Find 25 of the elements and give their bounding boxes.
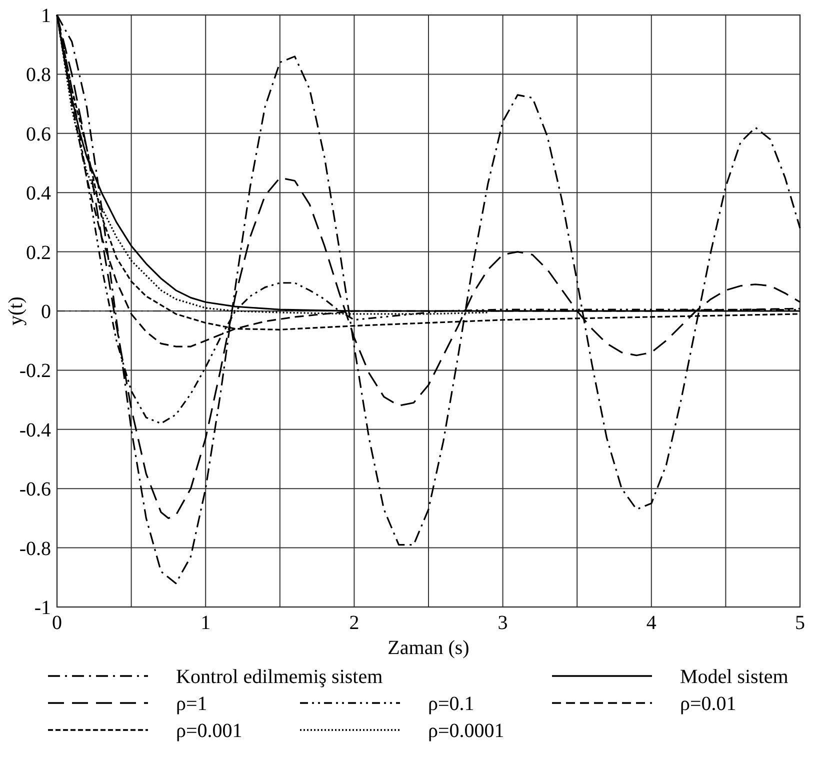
x-axis-title: Zaman (s) [388,637,470,659]
legend-label: Model sistem [680,666,789,688]
y-tick-label: -0.2 [19,360,51,382]
x-tick-label: 2 [349,612,360,634]
x-tick-label: 4 [646,612,656,634]
y-tick-label: -0.4 [19,419,51,442]
x-tick-label: 1 [200,612,211,634]
legend-label: ρ=0.01 [680,693,736,715]
y-tick-label: -1 [34,597,51,619]
y-tick-label: 0.6 [26,123,51,146]
y-tick-label: 1 [41,5,51,27]
y-tick-label: -0.6 [19,478,51,501]
x-tick-label: 5 [795,612,805,634]
y-tick-label: 0.8 [26,64,51,86]
x-tick-label: 3 [498,612,508,634]
legend-label: ρ=0.1 [428,693,474,715]
y-axis-title: y(t) [5,296,27,326]
y-tick-label: -0.8 [19,538,51,560]
legend-label: ρ=1 [176,693,208,715]
legend-label: ρ=0.0001 [428,720,504,742]
y-tick-label: 0 [41,301,51,323]
y-tick-label: 0.4 [26,182,51,205]
legend-label: Kontrol edilmemiş sistem [176,666,384,688]
legend-label: ρ=0.001 [176,720,242,742]
y-tick-label: 0.2 [26,242,51,264]
